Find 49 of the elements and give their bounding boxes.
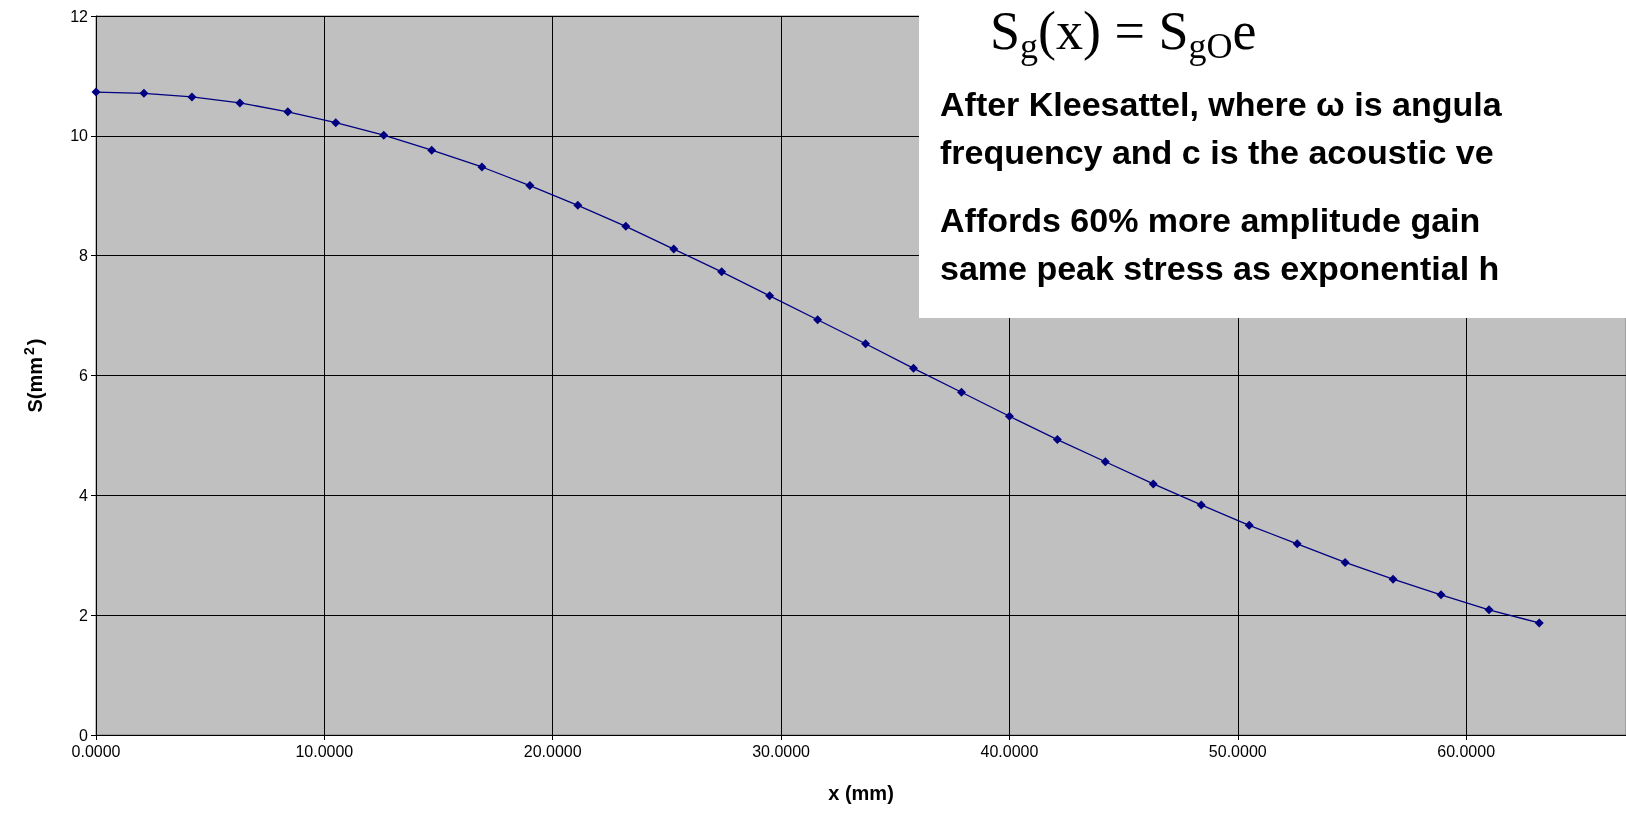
point (1100, 457, 1110, 467)
point (1052, 435, 1062, 445)
y-tick-label: 12 (70, 7, 89, 25)
y-tick-label: 0 (79, 726, 89, 744)
point (909, 363, 919, 373)
y-axis-title: S(mm2) (21, 338, 46, 413)
annotation: After Kleesattel, where ω is angula frequency and c is the acoustic ve (940, 85, 1503, 171)
y-tick-label: 4 (79, 486, 89, 504)
point (1196, 500, 1206, 510)
point (1340, 557, 1350, 567)
point (573, 200, 583, 210)
annotation: Affords 60% more amplitude gain same peak stress as exponential h (940, 201, 1500, 287)
point (765, 291, 775, 301)
point (1436, 590, 1446, 600)
point (1148, 479, 1158, 489)
y-tick-label: 2 (79, 606, 89, 624)
point (956, 387, 966, 397)
y-tick-label: 10 (70, 127, 89, 145)
y-tick-label: 8 (79, 247, 89, 265)
y-tick-label: 6 (79, 367, 89, 384)
point (1004, 411, 1014, 421)
point (621, 221, 631, 231)
point (1484, 605, 1494, 615)
x-tick-label: 10.0000 (295, 742, 354, 760)
point (1244, 520, 1254, 530)
x-tick-label: 0.0000 (71, 742, 121, 760)
point (1292, 539, 1302, 549)
point (477, 162, 487, 172)
x-tick-label: 40.0000 (980, 742, 1039, 760)
x-tick-label: 50.0000 (1208, 742, 1267, 760)
point (379, 130, 389, 140)
point (187, 92, 197, 102)
point (525, 181, 535, 191)
x-tick-label: 60.0000 (1437, 742, 1496, 760)
point (861, 339, 871, 349)
point (1388, 574, 1398, 584)
point (717, 267, 727, 277)
point (427, 145, 437, 155)
point (283, 107, 293, 117)
point (1534, 618, 1544, 628)
point (813, 315, 823, 325)
point (331, 118, 341, 128)
point (669, 244, 679, 254)
point (235, 98, 245, 108)
x-tick-label: 20.0000 (523, 742, 582, 760)
x-tick-label: 30.0000 (752, 742, 811, 760)
point (91, 87, 101, 97)
point (139, 88, 149, 98)
x-axis-title: x (mm) (828, 782, 894, 804)
